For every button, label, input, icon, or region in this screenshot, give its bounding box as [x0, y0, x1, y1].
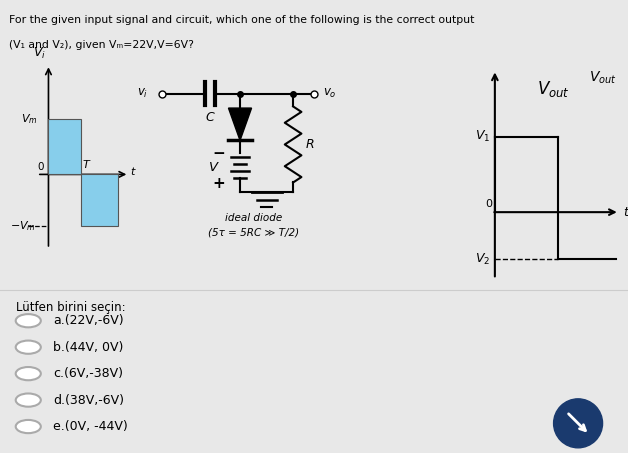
Text: 0: 0 — [37, 162, 44, 172]
Circle shape — [16, 367, 41, 380]
Text: T: T — [82, 159, 89, 169]
Text: b.(44V, 0V): b.(44V, 0V) — [53, 341, 124, 354]
Text: e.(0V, -44V): e.(0V, -44V) — [53, 420, 128, 433]
Polygon shape — [48, 120, 81, 174]
Text: For the given input signal and circuit, which one of the following is the correc: For the given input signal and circuit, … — [9, 15, 475, 25]
Text: d.(38V,-6V): d.(38V,-6V) — [53, 394, 124, 407]
Text: $-V_m$: $-V_m$ — [10, 219, 36, 233]
Circle shape — [16, 420, 41, 433]
Text: (5τ = 5RC ≫ T/2): (5τ = 5RC ≫ T/2) — [208, 227, 300, 237]
Text: (V₁ and V₂), given Vₘ=22V,V=6V?: (V₁ and V₂), given Vₘ=22V,V=6V? — [9, 40, 194, 50]
Text: $V_i$: $V_i$ — [33, 46, 46, 61]
Text: $V_1$: $V_1$ — [475, 129, 490, 144]
Text: $v_o$: $v_o$ — [323, 87, 337, 100]
Polygon shape — [81, 174, 117, 226]
Text: V: V — [208, 161, 218, 174]
Text: C: C — [205, 111, 214, 124]
Text: t: t — [623, 206, 628, 219]
Text: $V_{out}$: $V_{out}$ — [589, 70, 617, 86]
Text: −: − — [212, 146, 225, 161]
Text: c.(6V,-38V): c.(6V,-38V) — [53, 367, 123, 380]
Text: a.(22V,-6V): a.(22V,-6V) — [53, 314, 124, 327]
Circle shape — [16, 314, 41, 328]
Circle shape — [16, 341, 41, 354]
Text: $v_i$: $v_i$ — [138, 87, 149, 100]
Circle shape — [554, 399, 602, 448]
Text: +: + — [212, 176, 225, 191]
Text: t: t — [130, 167, 134, 177]
Text: $V_m$: $V_m$ — [21, 112, 38, 126]
Text: 0: 0 — [485, 199, 492, 209]
Text: R: R — [306, 138, 314, 151]
Circle shape — [16, 394, 41, 407]
Text: $V_2$: $V_2$ — [475, 251, 490, 267]
Text: ideal diode: ideal diode — [225, 213, 283, 223]
Polygon shape — [229, 108, 252, 140]
Text: Lütfen birini seçin:: Lütfen birini seçin: — [16, 301, 126, 314]
Text: $V_{out}$: $V_{out}$ — [537, 79, 570, 99]
